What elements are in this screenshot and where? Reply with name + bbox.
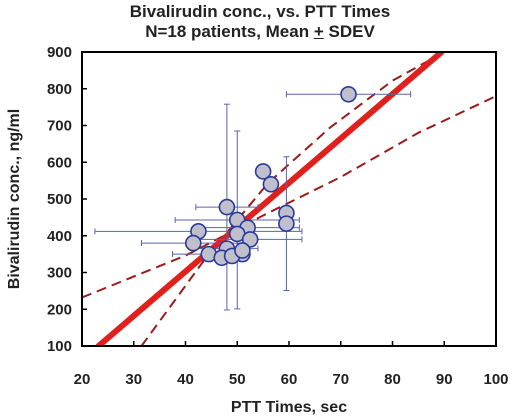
x-tick-label: 80	[384, 371, 401, 388]
plus-minus-symbol: +	[313, 22, 324, 41]
subtitle-text-after: SDEV	[323, 22, 375, 41]
x-tick-label: 40	[177, 371, 194, 388]
y-tick-label: 400	[47, 228, 72, 245]
fit-line-group	[95, 52, 445, 346]
x-axis-ticks: 20 30 40 50 60 70 80 90 100	[74, 341, 509, 388]
x-axis-title: PTT Times, sec	[231, 399, 347, 416]
confidence-upper-line	[140, 52, 445, 346]
confidence-band-group	[82, 52, 496, 346]
x-tick-label: 30	[125, 371, 142, 388]
y-axis-ticks: 100 200 300 400 500 600 700 800 900	[47, 44, 87, 355]
plot-frame	[81, 51, 497, 347]
x-tick-label: 60	[281, 371, 298, 388]
x-tick-label: 100	[483, 371, 508, 388]
points-group	[184, 85, 357, 267]
data-point	[184, 234, 202, 252]
data-point	[234, 242, 251, 259]
data-point	[218, 198, 236, 216]
y-tick-label: 800	[47, 81, 72, 98]
x-tick-label: 90	[436, 371, 453, 388]
y-tick-label: 500	[47, 191, 72, 208]
confidence-lower-line	[82, 95, 496, 299]
y-tick-label: 100	[47, 338, 72, 355]
y-axis-title: Bivalirudin conc., ng/ml	[6, 109, 23, 289]
data-point	[340, 85, 357, 103]
y-tick-label: 600	[47, 154, 72, 171]
x-tick-label: 70	[332, 371, 349, 388]
data-point	[262, 176, 280, 193]
y-tick-label: 300	[47, 265, 72, 282]
chart-subtitle: N=18 patients, Mean + SDEV	[0, 22, 520, 42]
x-tick-label: 50	[229, 371, 246, 388]
data-point	[254, 163, 272, 180]
data-point	[278, 215, 295, 232]
data-point	[241, 231, 259, 248]
subtitle-text-before: N=18 patients, Mean	[145, 22, 314, 41]
y-tick-label: 900	[47, 44, 72, 61]
y-tick-label: 200	[47, 301, 72, 318]
regression-line	[95, 52, 445, 346]
x-tick-label: 20	[74, 371, 91, 388]
y-tick-label: 700	[47, 118, 72, 135]
chart-title: Bivalirudin conc., vs. PTT Times	[129, 2, 391, 21]
